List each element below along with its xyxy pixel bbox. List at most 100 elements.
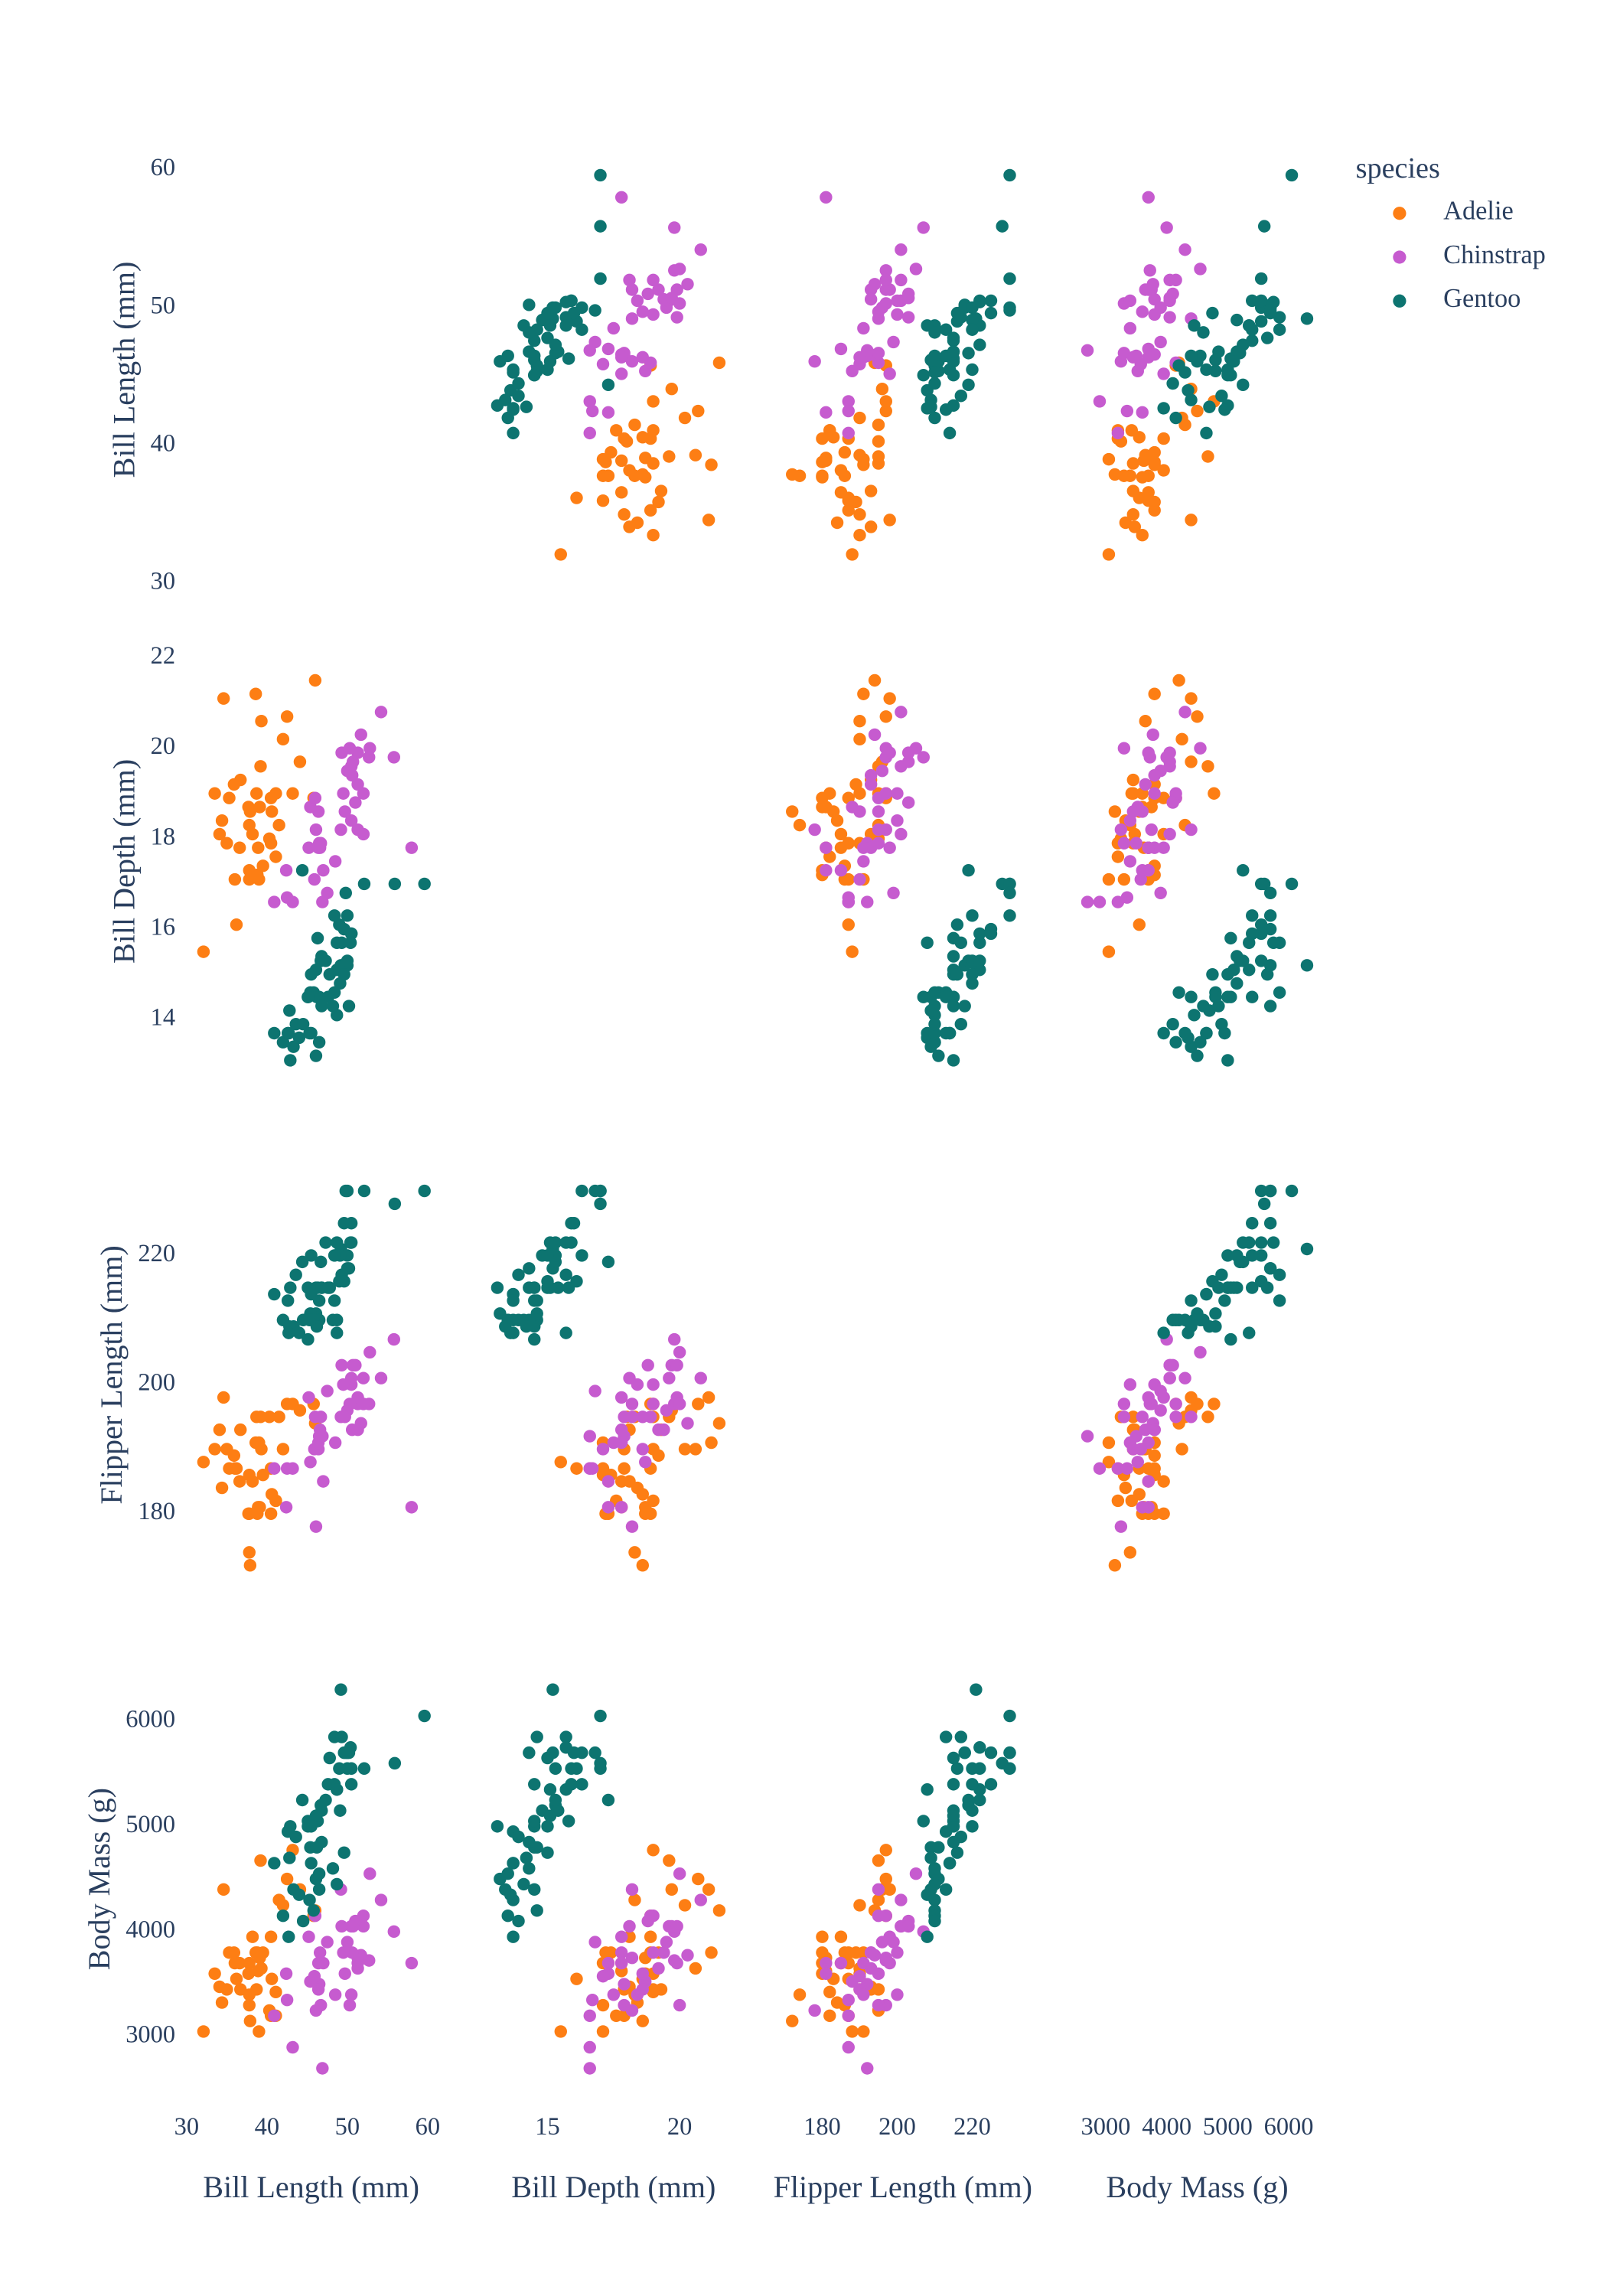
point — [308, 673, 322, 687]
point — [895, 1893, 908, 1906]
point — [567, 306, 581, 320]
point — [883, 841, 896, 854]
point — [939, 403, 953, 416]
x-axis-title: Bill Depth (mm) — [511, 2170, 715, 2204]
point — [705, 1946, 718, 1959]
point — [331, 936, 344, 949]
point — [254, 760, 267, 773]
point — [338, 805, 351, 818]
point — [1178, 1371, 1191, 1384]
point — [678, 411, 692, 425]
point — [316, 895, 329, 908]
point — [328, 909, 341, 922]
point — [842, 494, 855, 507]
point — [614, 351, 628, 364]
point — [243, 1956, 256, 1970]
point — [309, 1520, 323, 1533]
point — [966, 363, 979, 377]
point — [1117, 872, 1131, 886]
x-tick-label: 4000 — [1142, 2113, 1191, 2141]
point — [872, 1854, 885, 1867]
point — [618, 1411, 631, 1424]
point — [1185, 692, 1198, 705]
point — [625, 1951, 639, 1965]
point — [1125, 1494, 1139, 1508]
point — [891, 787, 904, 800]
point — [304, 1456, 317, 1469]
point — [246, 1930, 259, 1943]
point — [512, 1313, 525, 1326]
point — [345, 1946, 359, 1959]
point — [1148, 687, 1161, 700]
point — [319, 954, 332, 967]
point — [341, 909, 354, 922]
point — [357, 827, 370, 841]
point — [342, 1000, 356, 1013]
point — [254, 1854, 267, 1867]
point — [1126, 773, 1140, 787]
point — [491, 399, 504, 413]
point — [319, 1793, 332, 1807]
point — [250, 787, 263, 800]
point — [823, 1985, 836, 1999]
point — [1254, 927, 1268, 941]
point — [1185, 393, 1198, 406]
point — [872, 435, 885, 448]
point — [1178, 706, 1191, 719]
point — [1120, 404, 1134, 418]
point — [287, 1040, 300, 1053]
point — [554, 2025, 567, 2038]
point — [966, 977, 979, 990]
point — [628, 418, 641, 432]
point — [644, 1930, 657, 1943]
point — [1263, 886, 1277, 899]
point — [246, 827, 259, 841]
point — [970, 1683, 983, 1696]
point — [1126, 457, 1140, 470]
point — [583, 344, 596, 357]
point — [335, 1358, 348, 1372]
point — [879, 395, 892, 408]
point — [565, 1778, 578, 1791]
point — [1191, 710, 1204, 723]
point — [1260, 967, 1274, 981]
point — [939, 1026, 953, 1040]
point — [528, 1294, 541, 1307]
point — [694, 1371, 707, 1384]
point — [405, 1501, 419, 1514]
point — [647, 528, 660, 542]
point — [1117, 347, 1131, 360]
point — [276, 1443, 290, 1456]
point — [702, 1883, 715, 1896]
point — [1146, 728, 1159, 742]
point — [1142, 191, 1155, 204]
point — [541, 306, 554, 320]
point — [625, 283, 639, 296]
point — [233, 841, 246, 854]
point — [1194, 1345, 1207, 1359]
point — [523, 298, 536, 311]
point — [338, 1967, 351, 1981]
point — [1102, 1436, 1116, 1450]
point — [1188, 319, 1201, 332]
point — [786, 805, 799, 818]
point — [879, 1909, 892, 1923]
point — [1003, 1762, 1016, 1775]
point — [853, 1899, 866, 1912]
point — [279, 1967, 293, 1981]
point — [601, 1475, 615, 1488]
point — [1136, 805, 1149, 818]
point — [374, 1371, 388, 1384]
point — [641, 1914, 654, 1928]
point — [213, 1423, 227, 1437]
point — [631, 516, 644, 530]
point — [331, 1326, 344, 1339]
point — [1254, 1236, 1268, 1249]
point — [559, 319, 572, 332]
point — [585, 404, 599, 418]
point — [1157, 1475, 1170, 1488]
point — [276, 1909, 290, 1923]
point — [1102, 452, 1116, 466]
point — [846, 548, 859, 561]
point — [528, 1778, 541, 1791]
